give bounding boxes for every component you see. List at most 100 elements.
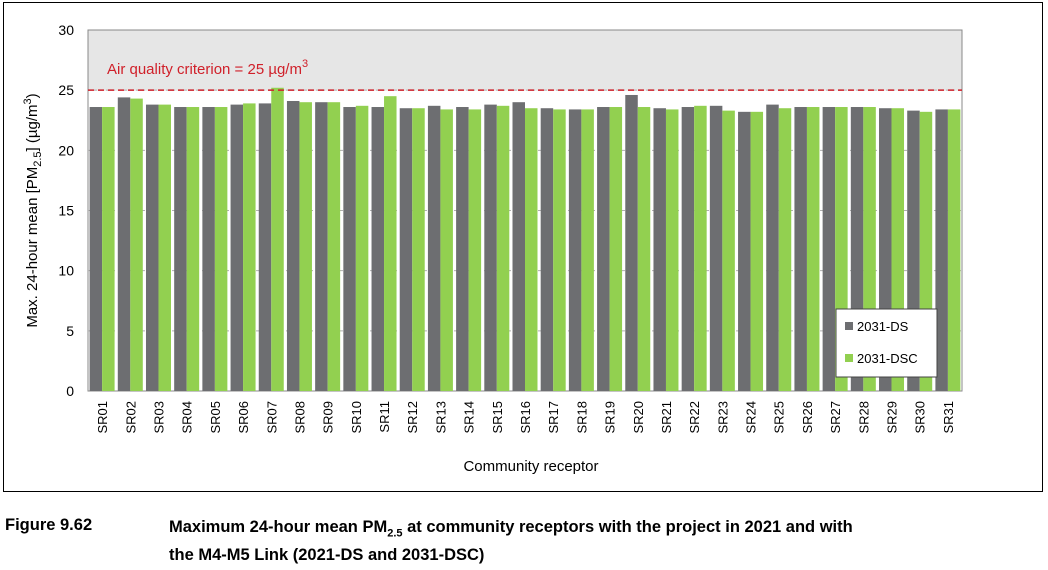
bar-2031-dsc-sr20	[637, 107, 651, 391]
bar-2031-ds-sr21	[653, 108, 666, 391]
x-tick-label: SR05	[208, 401, 223, 434]
bar-2031-dsc-sr01	[102, 107, 115, 391]
bar-2031-ds-sr11	[371, 107, 385, 391]
bar-2031-dsc-sr24	[750, 111, 764, 392]
bar-2031-dsc-sr02	[130, 98, 143, 391]
legend-label-2031-dsc: 2031-DSC	[857, 351, 918, 366]
criterion: Air quality criterion = 25 µg/m3	[88, 58, 962, 91]
legend-swatch-2031-ds	[845, 322, 853, 330]
bar-2031-dsc-sr21	[665, 109, 679, 392]
bar-2031-dsc-sr04	[186, 107, 200, 391]
bar-2031-ds-sr03	[145, 104, 159, 392]
x-tick-label: SR27	[828, 401, 843, 434]
x-tick-label: SR03	[151, 401, 166, 434]
bar-2031-ds-sr13	[427, 105, 441, 391]
bar-2031-dsc-sr07	[271, 87, 284, 391]
bar-2031-ds-sr14	[456, 107, 469, 391]
x-tick-label: SR22	[687, 401, 702, 434]
bar-chart: Air quality criterion = 25 µg/m3 0 5 10 15 2…	[22, 22, 963, 475]
bar-2031-ds-sr20	[625, 94, 638, 391]
y-tick-label: 25	[58, 82, 74, 98]
bar-2031-ds-sr09	[315, 102, 328, 391]
x-tick-label: SR02	[123, 401, 138, 434]
x-tick-label: SR01	[95, 401, 110, 434]
bar-2031-ds-sr06	[230, 104, 244, 392]
bar-2031-ds-sr31	[935, 109, 948, 392]
y-tick-label: 0	[66, 383, 74, 399]
x-tick-label: SR10	[349, 401, 364, 434]
x-tick-label: SR04	[180, 401, 195, 434]
criterion-label: Air quality criterion = 25 µg/m3	[107, 58, 308, 78]
y-tick-labels: 0 5 10 15 20 25 30	[58, 22, 74, 399]
x-tick-label: SR16	[518, 401, 533, 434]
bar-2031-ds-sr22	[681, 107, 695, 391]
x-tick-labels: SR01 SR02 SR03 SR04 SR05 SR06 SR07 SR08 SR09 SR10…	[95, 401, 956, 434]
bar-2031-ds-sr24	[738, 111, 751, 392]
x-tick-label: SR21	[659, 401, 674, 434]
bar-2031-ds-sr07	[258, 103, 272, 392]
x-tick-label: SR07	[264, 401, 279, 434]
x-tick-label: SR15	[490, 401, 505, 434]
bar-2031-dsc-sr09	[327, 102, 341, 391]
shaded-band	[88, 30, 962, 91]
y-tick-label: 10	[58, 263, 74, 279]
bar-2031-dsc-sr05	[214, 107, 228, 391]
bar-2031-ds-sr23	[709, 105, 723, 391]
bar-2031-ds-sr02	[117, 97, 131, 392]
bar-2031-dsc-sr10	[355, 105, 369, 391]
x-tick-label: SR18	[574, 401, 589, 434]
bar-2031-dsc-sr18	[581, 109, 594, 392]
bar-2031-ds-sr04	[174, 107, 187, 391]
y-axis-title: Max. 24-hour mean [PM2.5] (µg/m3)	[22, 93, 44, 327]
bar-2031-ds-sr25	[766, 104, 779, 392]
bar-2031-dsc-sr26	[806, 107, 820, 391]
x-tick-label: SR24	[744, 401, 759, 434]
bar-2031-dsc-sr19	[609, 107, 623, 391]
x-tick-label: SR13	[433, 401, 448, 434]
bar-2031-ds-sr10	[343, 107, 356, 391]
bar-2031-ds-sr15	[484, 104, 497, 392]
bar-2031-ds-sr27	[822, 107, 836, 391]
x-tick-label: SR12	[405, 401, 420, 434]
y-tick-label: 5	[66, 323, 74, 339]
bar-2031-dsc-sr17	[553, 109, 566, 392]
bar-2031-ds-sr26	[794, 107, 807, 391]
x-axis-title: Community receptor	[463, 458, 598, 475]
bars	[89, 87, 961, 392]
bar-2031-ds-sr17	[540, 108, 554, 391]
x-tick-label: SR14	[462, 401, 477, 434]
bar-2031-dsc-sr25	[778, 108, 792, 391]
bar-2031-dsc-sr23	[722, 110, 735, 391]
caption-text: Maximum 24-hour mean PM2.5 at community …	[169, 518, 853, 565]
bar-2031-ds-sr05	[202, 107, 215, 391]
bar-2031-dsc-sr15	[496, 105, 510, 391]
bar-2031-ds-sr18	[568, 109, 582, 392]
x-tick-label: SR08	[292, 401, 307, 434]
bar-2031-dsc-sr08	[299, 102, 312, 391]
caption-number: Figure 9.62	[5, 516, 93, 534]
bar-2031-ds-sr16	[512, 102, 525, 391]
x-tick-label: SR17	[546, 401, 561, 434]
x-tick-label: SR30	[913, 401, 928, 434]
x-tick-label: SR11	[377, 401, 392, 433]
x-tick-label: SR26	[800, 401, 815, 434]
legend: 2031-DS 2031-DSC	[835, 308, 938, 378]
bar-2031-dsc-sr22	[694, 105, 707, 391]
x-tick-label: SR31	[941, 401, 956, 434]
bar-2031-dsc-sr11	[384, 96, 397, 391]
x-tick-label: SR29	[885, 401, 900, 434]
legend-swatch-2031-dsc	[845, 354, 853, 362]
x-tick-label: SR28	[856, 401, 871, 434]
bar-2031-dsc-sr16	[525, 108, 538, 391]
x-tick-label: SR06	[236, 401, 251, 434]
bar-2031-ds-sr08	[286, 100, 300, 391]
bar-2031-dsc-sr06	[243, 103, 256, 392]
x-tick-label: SR25	[772, 401, 787, 434]
y-tick-label: 15	[58, 203, 74, 219]
x-tick-label: SR09	[321, 401, 336, 434]
legend-box	[835, 308, 938, 378]
x-tick-label: SR23	[715, 401, 730, 434]
bar-2031-ds-sr01	[89, 107, 103, 391]
bar-2031-dsc-sr12	[412, 108, 425, 391]
bar-2031-dsc-sr31	[947, 109, 961, 392]
